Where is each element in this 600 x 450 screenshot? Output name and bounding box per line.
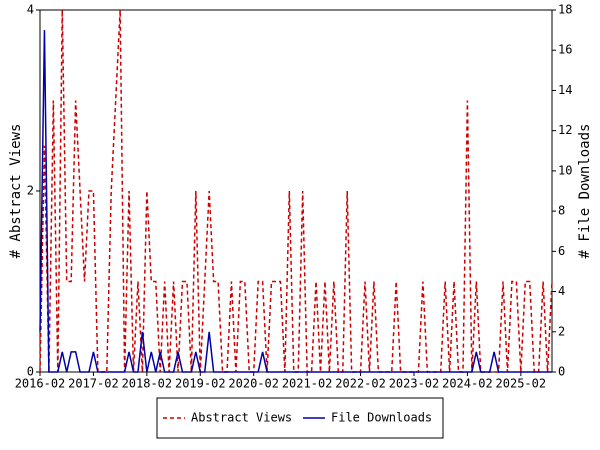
y2-tick-label: 16 <box>558 43 572 57</box>
x-tick-label: 2023-02 <box>389 377 440 391</box>
y2-axis-label: # File Downloads <box>577 124 593 259</box>
plot-area <box>39 9 553 373</box>
y2-tick-label: 0 <box>558 365 565 379</box>
legend-label: Abstract Views <box>191 411 292 425</box>
y-tick-label: 2 <box>27 184 34 198</box>
y2-tick-label: 2 <box>558 324 565 338</box>
y2-tick-label: 10 <box>558 163 572 177</box>
y-axis-label: # Abstract Views <box>8 124 24 259</box>
legend <box>156 397 444 439</box>
y2-tick-label: 6 <box>558 244 565 258</box>
x-tick-label: 2025-02 <box>496 377 547 391</box>
x-tick-label: 2021-02 <box>282 377 333 391</box>
y-tick-label: 4 <box>27 3 34 17</box>
data-line <box>39 30 552 373</box>
x-tick-label: 2019-02 <box>175 377 226 391</box>
y2-tick-label: 12 <box>558 123 572 137</box>
x-tick-label: 2020-02 <box>228 377 279 391</box>
y2-tick-label: 14 <box>558 83 572 97</box>
x-tick-label: 2022-02 <box>335 377 386 391</box>
x-tick-label: 2016-02 <box>15 377 66 391</box>
x-tick-label: 2024-02 <box>442 377 493 391</box>
y2-tick-label: 18 <box>558 3 572 17</box>
y-tick-label: 0 <box>27 365 34 379</box>
legend-label: File Downloads <box>331 411 432 425</box>
y2-tick-label: 4 <box>558 284 565 298</box>
y2-tick-label: 8 <box>558 204 565 218</box>
x-tick-label: 2017-02 <box>68 377 119 391</box>
x-tick-label: 2018-02 <box>122 377 173 391</box>
